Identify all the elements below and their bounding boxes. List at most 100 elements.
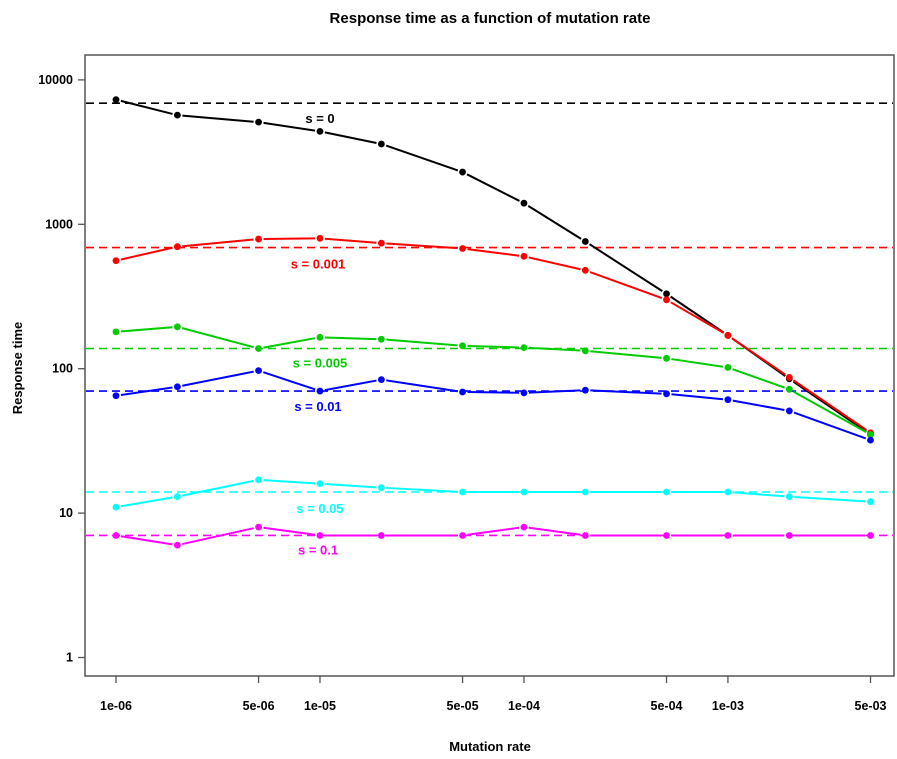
y-tick-label: 1000 <box>45 217 73 231</box>
plot-frame <box>84 54 895 677</box>
data-point <box>581 347 589 355</box>
series-segment <box>120 496 173 508</box>
series <box>112 323 874 438</box>
data-point <box>255 345 262 352</box>
series-segment <box>732 368 785 389</box>
series-segment <box>732 491 785 498</box>
data-point <box>112 392 120 400</box>
data-point <box>459 388 466 396</box>
data-point <box>581 266 589 274</box>
series-segment <box>792 379 867 431</box>
data-point <box>785 374 793 381</box>
x-tick-label: 5e-04 <box>651 699 683 713</box>
series-segment <box>263 121 316 132</box>
series-label: s = 0.001 <box>291 257 346 272</box>
series-segment <box>590 350 662 359</box>
series-segment <box>793 390 867 433</box>
series-segment <box>385 144 459 172</box>
series-segment <box>263 479 316 485</box>
data-point <box>724 532 732 539</box>
data-point <box>867 532 874 539</box>
data-point <box>663 390 670 398</box>
reference-lines <box>86 102 893 537</box>
data-point <box>663 488 670 496</box>
data-point <box>663 354 670 362</box>
data-point <box>663 296 670 304</box>
data-point <box>316 234 324 242</box>
series-segment <box>589 271 663 300</box>
series-segment <box>528 256 581 271</box>
series <box>112 476 874 511</box>
data-point <box>459 168 466 176</box>
series-segment <box>263 526 316 536</box>
data-point <box>112 328 120 336</box>
data-point <box>316 333 324 341</box>
data-point <box>316 532 324 539</box>
series <box>112 96 874 438</box>
series-segment <box>386 338 458 347</box>
series-label: s = 0.005 <box>293 356 348 371</box>
data-point <box>174 111 181 119</box>
data-point <box>459 532 466 539</box>
series-segment <box>181 327 255 349</box>
data-point <box>724 396 732 404</box>
series-segment <box>731 337 786 376</box>
data-point <box>785 385 793 393</box>
x-axis: 1e-06 5e-06 1e-05 5e-05 1e-04 5e-04 1e-03 5e-03 <box>100 676 887 713</box>
data-point <box>112 503 120 511</box>
series-segment <box>324 482 377 489</box>
series-segment <box>670 295 725 334</box>
chart-title: Response time as a function of mutation … <box>330 10 651 27</box>
data-point <box>520 344 528 351</box>
data-point <box>520 389 528 397</box>
data-point <box>581 488 589 496</box>
data-point <box>255 523 262 531</box>
series <box>112 367 874 444</box>
data-point <box>255 367 262 375</box>
data-point <box>459 245 466 252</box>
series-segment <box>467 248 520 257</box>
series-segment <box>182 527 254 546</box>
data-point <box>377 376 385 384</box>
series-label: s = 0 <box>305 111 334 126</box>
series-segment <box>324 131 377 144</box>
series-segment <box>528 389 581 394</box>
data-point <box>112 532 120 539</box>
data-point <box>377 532 385 539</box>
series-segment <box>120 326 173 333</box>
y-tick-label: 100 <box>52 362 73 376</box>
x-axis-label: Mutation rate <box>449 739 531 754</box>
data-point <box>316 127 324 135</box>
series-labels: s = 0 s = 0.001 s = 0.005 s = 0.01 s = 0.05 s… <box>291 111 348 557</box>
data-point <box>112 257 120 265</box>
series-segment <box>670 301 725 334</box>
series-segment <box>386 242 458 250</box>
series-label: s = 0.1 <box>298 542 338 557</box>
data-point <box>316 387 324 395</box>
series-segment <box>527 204 582 240</box>
series-segment <box>324 336 377 341</box>
data-point <box>581 386 589 394</box>
x-tick-label: 1e-03 <box>712 699 744 713</box>
data-point <box>174 493 181 501</box>
data-point <box>174 243 181 251</box>
data-point <box>174 541 181 549</box>
data-point <box>785 493 793 501</box>
data-point <box>724 364 732 371</box>
series-segment <box>732 399 785 412</box>
data-point <box>785 532 793 539</box>
y-tick-label: 10000 <box>38 73 73 87</box>
data-point <box>255 118 262 126</box>
data-point <box>785 407 793 415</box>
data-point <box>174 383 181 391</box>
series-segment <box>466 173 520 202</box>
x-tick-label: 1e-04 <box>508 699 540 713</box>
data-point <box>520 523 528 531</box>
series-segment <box>467 344 519 349</box>
series-segment <box>182 479 254 497</box>
data-point <box>581 238 589 245</box>
series-segment <box>794 495 866 503</box>
data-point <box>520 252 528 260</box>
data-point <box>377 239 385 247</box>
x-tick-label: 1e-06 <box>100 699 132 713</box>
